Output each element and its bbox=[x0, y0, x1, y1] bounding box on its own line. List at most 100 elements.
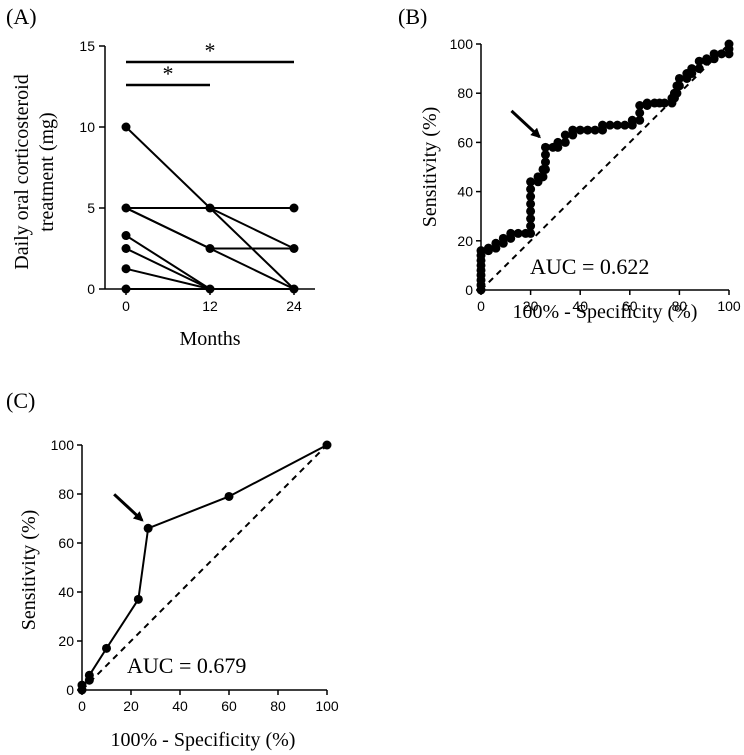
panel-b-roc-point bbox=[612, 120, 622, 130]
panel-a-series-line bbox=[126, 207, 295, 250]
panel-c-roc-point bbox=[322, 440, 332, 450]
panel-c-xtick-label: 80 bbox=[270, 698, 286, 714]
panel-b-roc-point bbox=[635, 108, 645, 118]
panel-b-roc-point bbox=[568, 125, 578, 135]
panel-b-roc-point bbox=[498, 233, 508, 243]
panel-b-ytick-label: 40 bbox=[457, 184, 473, 200]
panel-a-point bbox=[205, 284, 215, 294]
panel-b-roc-point bbox=[540, 164, 550, 174]
panel-a-xtick-label: 12 bbox=[202, 298, 218, 314]
panel-b-roc-point bbox=[526, 228, 536, 238]
panel-a-ytick-label: 5 bbox=[87, 200, 95, 216]
panel-a-series-line bbox=[125, 247, 294, 290]
panel-a-significance-label: * bbox=[163, 61, 174, 86]
panel-b-roc-point bbox=[620, 120, 630, 130]
panel-a-point bbox=[121, 122, 131, 132]
panel-b-roc-point bbox=[560, 137, 570, 147]
panel-b-roc-point bbox=[694, 56, 704, 66]
panel-a-point bbox=[289, 284, 299, 294]
panel-b-roc-point bbox=[672, 88, 682, 98]
panel-b-roc-point bbox=[635, 115, 645, 125]
panel-c-ytick-label: 0 bbox=[66, 682, 74, 698]
panel-b-ytick-label: 100 bbox=[450, 36, 474, 52]
panel-c-auc: AUC = 0.679 bbox=[127, 653, 246, 678]
panel-b-xtick-label: 0 bbox=[477, 298, 485, 314]
panel-b-roc-point bbox=[709, 49, 719, 59]
panel-b-ytick-label: 80 bbox=[457, 85, 473, 101]
panel-b-auc: AUC = 0.622 bbox=[530, 254, 649, 279]
panel-a-series-line bbox=[125, 126, 294, 209]
panel-a-xtick-label: 24 bbox=[286, 298, 302, 314]
panel-c-roc-point bbox=[84, 670, 94, 680]
panel-c-ytick-label: 40 bbox=[58, 584, 74, 600]
panel-a-ylabel-line1: Daily oral corticosteroid bbox=[11, 74, 33, 270]
panel-b-roc-point bbox=[694, 64, 704, 74]
panel-c: (C) Sensitivity (%) 100% - Specificity (… bbox=[6, 388, 339, 751]
panel-c-ytick-label: 100 bbox=[51, 437, 75, 453]
panel-a-significance: ** bbox=[126, 38, 294, 87]
panel-c-arrow bbox=[113, 493, 144, 522]
panel-c-roc-point bbox=[143, 523, 153, 533]
panel-a-point bbox=[289, 203, 299, 213]
panel-a-point bbox=[121, 231, 131, 241]
panel-b-roc-point bbox=[590, 125, 600, 135]
panel-c-roc-point bbox=[133, 594, 143, 604]
panel-b-roc-point bbox=[687, 64, 697, 74]
panel-a-xlabel: Months bbox=[179, 328, 240, 350]
panel-a-point bbox=[205, 203, 215, 213]
panel-b-roc-point bbox=[538, 172, 548, 182]
panel-c-roc-point bbox=[77, 680, 87, 690]
panel-b-roc-point bbox=[605, 120, 615, 130]
panel-a-series-line bbox=[125, 234, 294, 290]
panel-b-roc-point bbox=[526, 214, 536, 224]
panel-b-xtick-label: 60 bbox=[622, 298, 638, 314]
panel-a-ylabel-line2: treatment (mg) bbox=[36, 112, 58, 231]
panel-b-roc-point bbox=[526, 199, 536, 209]
panel-c-roc-point bbox=[102, 643, 111, 653]
panel-c-axes: 0 20 40 60 80 100 0 20 40 60 80 100 bbox=[51, 437, 339, 714]
panel-b-roc-point bbox=[526, 184, 536, 194]
panel-b-xtick-label: 100 bbox=[717, 298, 741, 314]
panel-b-roc-point bbox=[540, 142, 550, 152]
panel-c-label: (C) bbox=[6, 388, 35, 413]
panel-c-xlabel: 100% - Specificity (%) bbox=[111, 729, 296, 751]
panel-c-arrow-line bbox=[113, 493, 144, 522]
panel-b-roc-point bbox=[491, 238, 501, 248]
panel-b-roc-point bbox=[476, 246, 486, 256]
panel-b-xlabel: 100% - Specificity (%) bbox=[513, 301, 698, 323]
panel-a-ytick-label: 10 bbox=[79, 119, 95, 135]
panel-b-roc-point bbox=[674, 73, 684, 83]
panel-b-ytick-label: 20 bbox=[457, 233, 473, 249]
panel-b-roc-point bbox=[526, 192, 536, 202]
panel-b-ytick-label: 0 bbox=[465, 282, 473, 298]
panel-b-roc-point bbox=[506, 228, 516, 238]
panel-a-significance-label: * bbox=[205, 38, 216, 63]
panel-b-roc-point bbox=[702, 54, 712, 64]
panel-c-xtick-label: 40 bbox=[172, 698, 188, 714]
panel-c-xtick-label: 100 bbox=[315, 698, 339, 714]
panel-b-xtick-label: 20 bbox=[523, 298, 539, 314]
panel-b-roc-point bbox=[526, 221, 536, 231]
panel-b-roc-point bbox=[642, 98, 652, 108]
panel-c-ylabel: Sensitivity (%) bbox=[18, 510, 40, 631]
panel-b-roc-point bbox=[526, 206, 536, 216]
panel-c-ytick-label: 60 bbox=[58, 535, 74, 551]
panel-b-label: (B) bbox=[398, 4, 427, 29]
panel-a-point bbox=[121, 284, 131, 294]
panel-a-point bbox=[121, 203, 131, 213]
panel-a-series-line bbox=[125, 207, 294, 250]
panel-b-roc-point bbox=[560, 130, 570, 140]
panel-c-roc-point bbox=[224, 491, 234, 501]
panel-b-reference-line bbox=[480, 43, 730, 291]
panel-a-label: (A) bbox=[6, 4, 37, 29]
panel-b-roc-point bbox=[526, 177, 536, 187]
panel-a-point bbox=[205, 244, 215, 253]
panel-b-roc-point bbox=[575, 125, 585, 135]
panel-a-ytick-label: 15 bbox=[79, 38, 95, 54]
panel-c-points bbox=[77, 440, 332, 695]
panel-b-roc-point bbox=[583, 125, 593, 135]
panel-b-ylabel: Sensitivity (%) bbox=[419, 107, 441, 228]
panel-c-reference bbox=[81, 444, 328, 691]
panel-b-xtick-label: 80 bbox=[672, 298, 688, 314]
